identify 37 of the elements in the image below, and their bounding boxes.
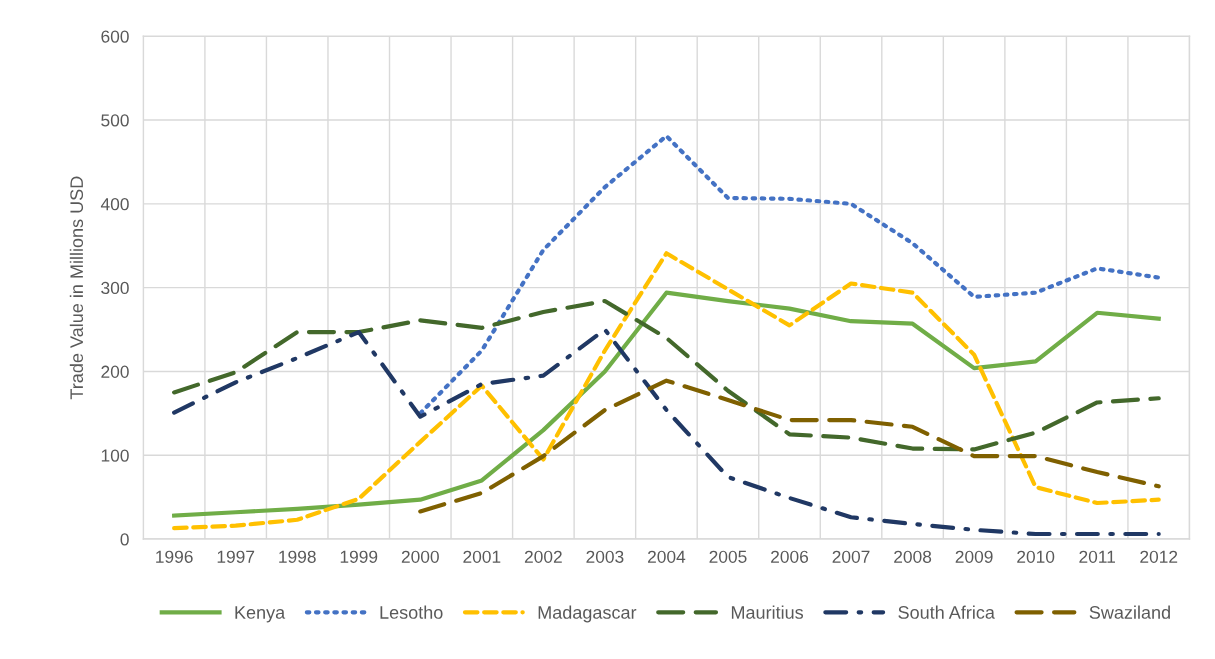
x-tick-label: 2010 bbox=[1017, 550, 1055, 563]
x-tick-label: 2009 bbox=[955, 550, 993, 563]
x-tick-label: 2000 bbox=[401, 550, 439, 563]
y-tick-label: 600 bbox=[101, 30, 129, 43]
x-tick-label: 2012 bbox=[1140, 550, 1178, 563]
y-tick-label: 100 bbox=[101, 449, 129, 462]
x-tick-label: 2006 bbox=[771, 550, 809, 563]
x-tick-label: 2001 bbox=[463, 550, 501, 563]
x-tick-label: 2005 bbox=[709, 550, 747, 563]
x-tick-label: 2002 bbox=[524, 550, 562, 563]
x-tick-label: 1996 bbox=[156, 550, 193, 563]
x-tick-label: 2008 bbox=[894, 550, 932, 563]
line-series bbox=[172, 298, 1161, 452]
line-series bbox=[418, 133, 1161, 416]
legend-label: Swaziland bbox=[1089, 605, 1170, 619]
y-tick-label: 0 bbox=[120, 533, 129, 546]
y-tick-label: 300 bbox=[101, 281, 129, 295]
line-series bbox=[172, 251, 1161, 531]
line-series bbox=[172, 327, 1161, 537]
y-tick-label: 500 bbox=[101, 114, 129, 127]
y-tick-label: 200 bbox=[101, 365, 129, 378]
line-series bbox=[172, 290, 1161, 518]
legend-label: Mauritius bbox=[731, 605, 804, 619]
legend-label: Kenya bbox=[235, 606, 286, 623]
line-series bbox=[418, 378, 1161, 514]
x-tick-label: 2004 bbox=[647, 550, 686, 563]
legend-label: South Africa bbox=[898, 605, 995, 619]
y-tick-label: 400 bbox=[100, 198, 129, 211]
legend-label: Lesotho bbox=[380, 605, 443, 619]
legend-label: Madagascar bbox=[538, 605, 637, 623]
x-tick-label: 2007 bbox=[832, 550, 870, 563]
x-tick-label: 2003 bbox=[586, 550, 624, 563]
x-tick-label: 2011 bbox=[1079, 550, 1116, 563]
x-tick-label: 1998 bbox=[279, 550, 316, 563]
x-tick-label: 1999 bbox=[340, 550, 378, 563]
x-tick-label: 1997 bbox=[217, 550, 255, 563]
y-axis-title: Trade Value in Millions USD bbox=[69, 176, 84, 400]
